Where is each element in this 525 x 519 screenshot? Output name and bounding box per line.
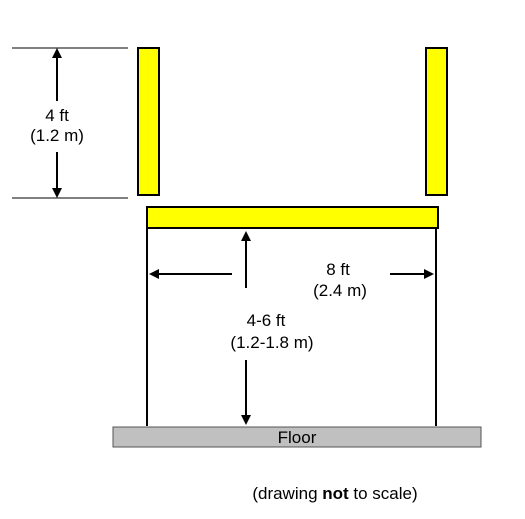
clearance-height-metric-label: (1.2-1.8 m) — [230, 333, 313, 352]
left-upright-board — [137, 47, 160, 196]
scale-footnote-suffix: to scale) — [349, 484, 418, 503]
scale-footnote-emphasis: not — [322, 484, 349, 503]
floor-label: Floor — [278, 428, 317, 447]
upright-height-metric-label: (1.2 m) — [30, 126, 84, 145]
floor-bar — [112, 426, 482, 448]
crossbar-board — [146, 206, 439, 229]
upright-height-label: 4 ft — [45, 106, 69, 125]
scale-footnote-prefix: (drawing — [252, 484, 322, 503]
clearance-height-label: 4-6 ft — [247, 311, 286, 330]
width-label: 8 ft — [326, 260, 350, 279]
width-metric-label: (2.4 m) — [313, 281, 367, 300]
scale-footnote: (drawing not to scale) — [252, 484, 417, 503]
right-upright-board — [425, 47, 448, 196]
